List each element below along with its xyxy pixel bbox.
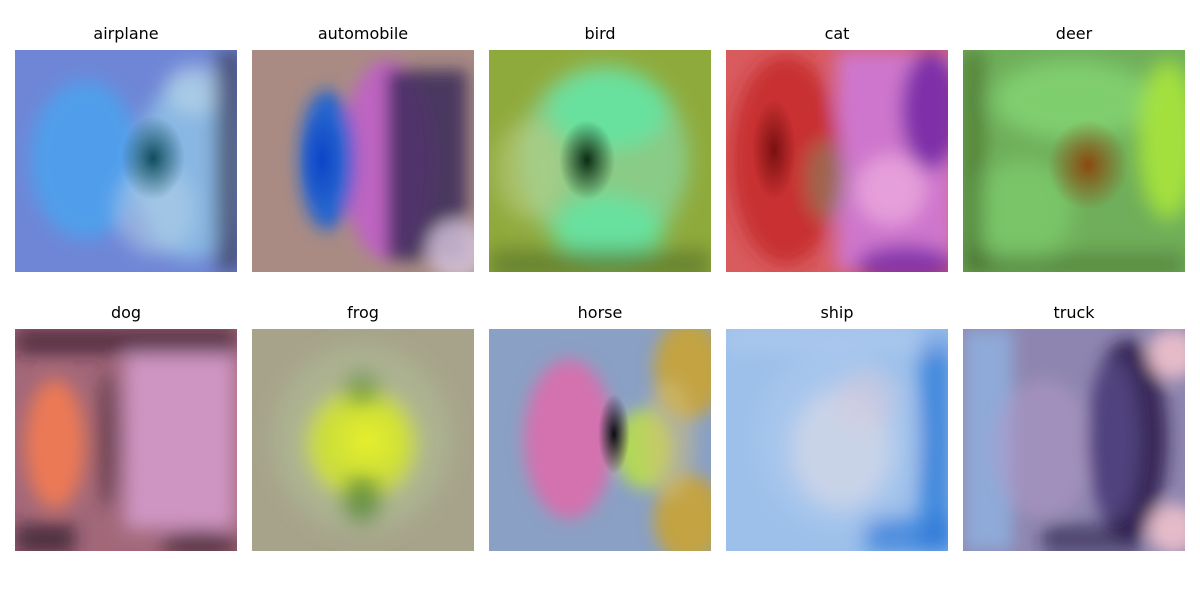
airplane-template-image xyxy=(15,50,237,272)
class-template-image xyxy=(252,50,474,272)
deer-template-image xyxy=(963,50,1185,272)
class-template-image xyxy=(726,329,948,551)
class-template-image xyxy=(726,50,948,272)
class-template-image xyxy=(252,329,474,551)
class-template-image xyxy=(15,50,237,272)
panel-title: truck xyxy=(1053,303,1095,322)
panel-title: automobile xyxy=(317,24,409,43)
panel-title: airplane xyxy=(93,24,159,43)
truck-template-image xyxy=(963,329,1185,551)
panel-title: cat xyxy=(824,24,850,43)
frog-template-image xyxy=(252,329,474,551)
panel-title: bird xyxy=(584,24,616,43)
bird-template-image xyxy=(489,50,711,272)
cat-template-image xyxy=(726,50,948,272)
panel-title: deer xyxy=(1055,24,1093,43)
class-template-image xyxy=(963,50,1185,272)
class-template-image xyxy=(963,329,1185,551)
panel-title: frog xyxy=(347,303,379,322)
panel-title: horse xyxy=(577,303,623,322)
automobile-template-image xyxy=(252,50,474,272)
panel-title: dog xyxy=(110,303,142,322)
horse-template-image xyxy=(489,329,711,551)
dog-template-image xyxy=(15,329,237,551)
panel-title: ship xyxy=(820,303,854,322)
class-template-image xyxy=(15,329,237,551)
class-template-image xyxy=(489,50,711,272)
class-template-image xyxy=(489,329,711,551)
ship-template-image xyxy=(726,329,948,551)
